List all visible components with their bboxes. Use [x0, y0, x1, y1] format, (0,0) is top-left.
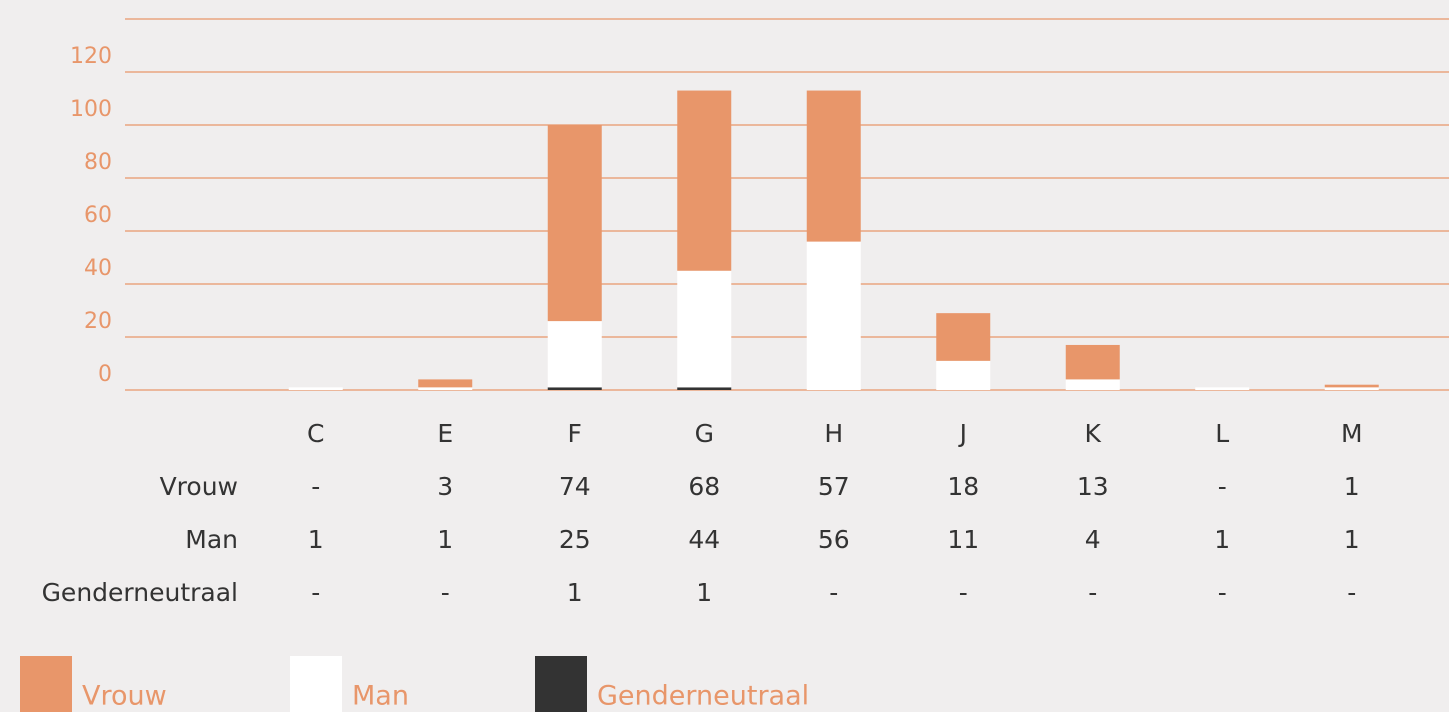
table-cell: 1 — [1344, 472, 1360, 501]
y-tick-label: 80 — [84, 150, 112, 175]
table-cell: 1 — [1344, 525, 1360, 554]
bar-segment — [1324, 387, 1379, 390]
x-tick-label: J — [958, 419, 967, 448]
legend-swatch — [290, 656, 342, 712]
bar-segment — [1065, 344, 1120, 380]
table-cell: 44 — [688, 525, 720, 554]
table-cell: 18 — [947, 472, 979, 501]
bar-segment — [1324, 384, 1379, 388]
y-tick-label: 40 — [84, 256, 112, 281]
table-cell: - — [829, 578, 838, 607]
table-cell: 74 — [559, 472, 591, 501]
table-cell: - — [959, 578, 968, 607]
bar-segment — [677, 387, 732, 390]
legend-label: Vrouw — [82, 681, 167, 712]
table-cell: - — [1218, 578, 1227, 607]
table-row-label: Genderneutraal — [42, 578, 238, 607]
y-tick-label: 0 — [98, 362, 112, 387]
bar-segment — [677, 270, 732, 388]
legend-label: Man — [352, 681, 409, 712]
bar-segment — [547, 387, 602, 390]
y-tick-label: 60 — [84, 203, 112, 228]
legend-label: Genderneutraal — [597, 681, 809, 712]
x-tick-label: C — [307, 419, 324, 448]
legend-swatch — [535, 656, 587, 712]
x-tick-label: G — [695, 419, 714, 448]
table-cell: - — [1218, 472, 1227, 501]
table-cell: 4 — [1085, 525, 1101, 554]
table-cell: 11 — [947, 525, 979, 554]
bar-segment — [1065, 379, 1120, 390]
x-tick-label: E — [437, 419, 453, 448]
x-tick-label: L — [1215, 419, 1229, 448]
bar-segment — [806, 90, 861, 242]
bar-segment — [936, 313, 991, 361]
bar-segment — [936, 360, 991, 390]
bar-segment — [677, 90, 732, 271]
table-cell: 13 — [1077, 472, 1109, 501]
table-cell: - — [441, 578, 450, 607]
x-tick-label: F — [568, 419, 582, 448]
table-row-label: Vrouw — [160, 472, 238, 501]
table-cell: 1 — [437, 525, 453, 554]
table-cell: 57 — [818, 472, 850, 501]
table-row-label: Man — [185, 525, 238, 554]
y-tick-label: 100 — [70, 97, 112, 122]
bar-segment — [418, 379, 473, 388]
table-cell: 68 — [688, 472, 720, 501]
table-cell: - — [1347, 578, 1356, 607]
y-tick-label: 120 — [70, 44, 112, 69]
bar-segment — [547, 125, 602, 322]
x-tick-label: M — [1341, 419, 1363, 448]
x-tick-label: K — [1085, 419, 1102, 448]
table-cell: 1 — [1214, 525, 1230, 554]
table-cell: 1 — [308, 525, 324, 554]
legend-swatch — [20, 656, 72, 712]
bar-segment — [806, 241, 861, 390]
table-cell: 25 — [559, 525, 591, 554]
table-cell: 3 — [437, 472, 453, 501]
bar-segment — [418, 387, 473, 390]
table-cell: - — [311, 578, 320, 607]
table-cell: 56 — [818, 525, 850, 554]
bar-segment — [547, 321, 602, 388]
table-cell: - — [311, 472, 320, 501]
table-cell: 1 — [567, 578, 583, 607]
table-cell: 1 — [696, 578, 712, 607]
table-cell: - — [1088, 578, 1097, 607]
bar-segment — [288, 387, 343, 390]
bar-segment — [1195, 387, 1250, 390]
y-tick-label: 20 — [84, 309, 112, 334]
x-tick-label: H — [824, 419, 843, 448]
